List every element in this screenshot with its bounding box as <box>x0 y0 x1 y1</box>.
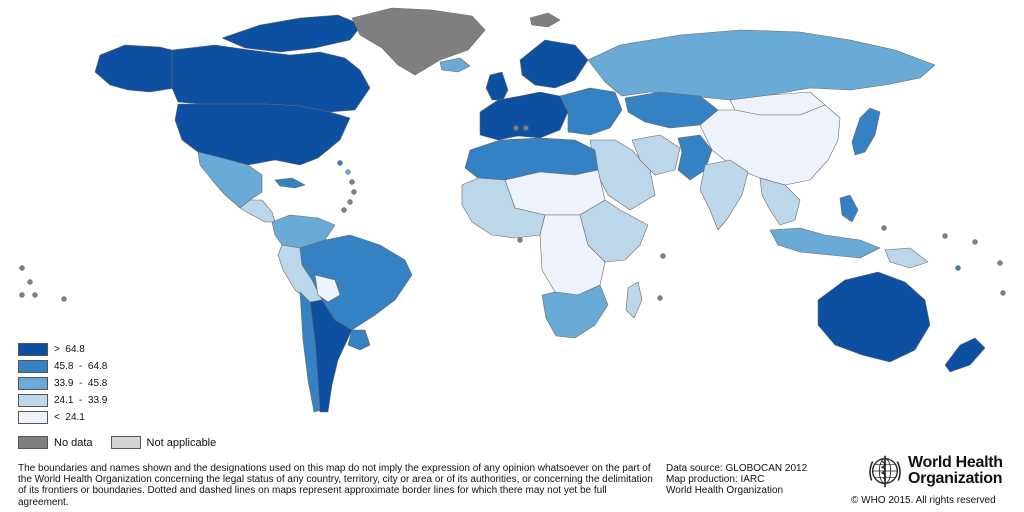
copyright: © WHO 2015. All rights reserved <box>851 495 996 506</box>
region-philippines[interactable] <box>839 194 859 223</box>
logo-line-1: World Health <box>908 454 1003 471</box>
legend: > 64.8 45.8 - 64.8 33.9 - 45.8 24.1 - 33… <box>18 342 107 427</box>
legend-not-applicable: Not applicable <box>110 436 217 449</box>
legend-swatch <box>18 411 48 424</box>
region-uruguay[interactable] <box>347 329 371 351</box>
island-marker <box>1000 290 1006 296</box>
legend-label: 33.9 - 45.8 <box>54 378 108 389</box>
island-marker <box>61 296 67 302</box>
legend-class-5: < 24.1 <box>18 410 107 425</box>
region-india[interactable] <box>699 159 749 231</box>
legend-swatch <box>18 394 48 407</box>
island-marker <box>942 233 948 239</box>
logo-line-2: Organization <box>908 470 1003 487</box>
who-logo: World Health Organization <box>866 452 1003 490</box>
island-marker <box>345 169 351 175</box>
island-marker <box>660 253 666 259</box>
island-marker <box>349 179 355 185</box>
region-central-america[interactable] <box>239 199 276 223</box>
region-iceland[interactable] <box>439 57 471 73</box>
region-uk-ireland[interactable] <box>485 71 509 101</box>
special-legend: No data Not applicable <box>18 436 234 449</box>
who-emblem-icon <box>869 455 901 488</box>
region-southern-africa[interactable] <box>541 284 609 339</box>
legend-no-data: No data <box>18 436 93 449</box>
source-info: Data source: GLOBOCAN 2012 Map productio… <box>666 463 807 497</box>
legend-swatch <box>110 436 141 449</box>
legend-class-2: 45.8 - 64.8 <box>18 359 107 374</box>
legend-label: > 64.8 <box>54 344 85 355</box>
island-marker <box>955 265 961 271</box>
data-source: Data source: GLOBOCAN 2012 <box>666 463 808 474</box>
legend-class-4: 24.1 - 33.9 <box>18 393 107 408</box>
legend-class-1: > 64.8 <box>18 342 107 357</box>
region-new-zealand[interactable] <box>944 337 986 373</box>
region-scandinavia[interactable] <box>519 39 589 89</box>
region-alaska[interactable] <box>94 44 176 93</box>
island-marker <box>337 160 343 166</box>
legend-swatch <box>18 377 48 390</box>
disclaimer-text: The boundaries and names shown and the d… <box>18 463 653 508</box>
region-indonesia[interactable] <box>769 227 881 259</box>
legend-label: 45.8 - 64.8 <box>54 361 108 372</box>
legend-label: 24.1 - 33.9 <box>54 395 108 406</box>
legend-label: No data <box>54 436 93 449</box>
organization-name: World Health Organization <box>666 485 784 497</box>
region-russia[interactable] <box>587 29 936 101</box>
region-canadian-arctic-islands[interactable] <box>221 14 363 53</box>
region-afghanistan-pakistan[interactable] <box>677 134 713 181</box>
region-madagascar[interactable] <box>625 281 643 319</box>
region-svalbard[interactable] <box>529 12 561 28</box>
island-marker <box>32 292 38 298</box>
map-production: Map production: IARC <box>666 474 765 486</box>
region-japan[interactable] <box>851 107 881 156</box>
region-eastern-europe[interactable] <box>559 87 623 136</box>
island-marker <box>341 207 347 213</box>
island-marker <box>657 295 663 301</box>
legend-swatch <box>18 343 48 356</box>
island-marker <box>19 292 25 298</box>
island-marker <box>523 125 529 131</box>
region-usa[interactable] <box>174 103 351 166</box>
region-greenland[interactable] <box>351 7 486 76</box>
island-marker <box>513 125 519 131</box>
legend-label: Not applicable <box>146 436 217 449</box>
island-marker <box>351 189 357 195</box>
legend-swatch <box>18 436 48 449</box>
legend-swatch <box>18 360 48 373</box>
region-southeast-asia[interactable] <box>759 177 801 226</box>
region-papua-new-guinea[interactable] <box>884 247 929 269</box>
region-argentina[interactable] <box>309 299 353 413</box>
island-marker <box>347 199 353 205</box>
legend-label: < 24.1 <box>54 412 85 423</box>
legend-class-3: 33.9 - 45.8 <box>18 376 107 391</box>
region-australia[interactable] <box>817 271 931 363</box>
region-central-africa[interactable] <box>539 214 606 296</box>
region-canada[interactable] <box>171 44 371 113</box>
region-paraguay[interactable] <box>314 274 341 303</box>
island-marker <box>517 237 523 243</box>
region-iran[interactable] <box>631 134 681 176</box>
island-marker <box>19 265 25 271</box>
region-sahara[interactable] <box>504 169 606 216</box>
island-marker <box>27 279 33 285</box>
region-cuba[interactable] <box>274 177 306 189</box>
island-marker <box>881 225 887 231</box>
region-western-europe[interactable] <box>479 91 569 141</box>
island-marker <box>997 260 1003 266</box>
island-marker <box>972 239 978 245</box>
